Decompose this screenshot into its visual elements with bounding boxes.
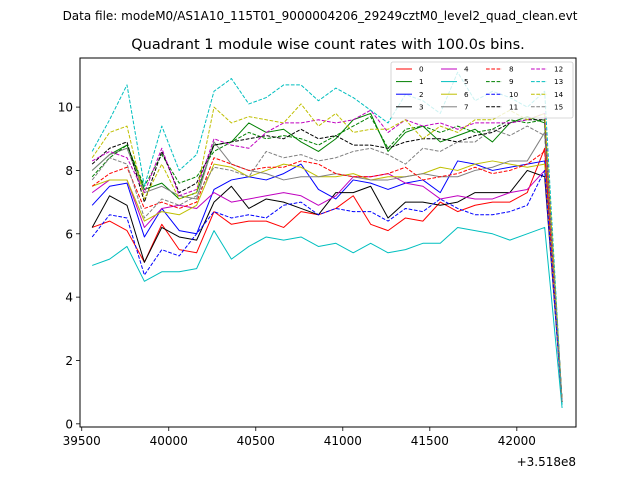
legend-entry-7: 7 [441, 102, 469, 111]
legend-entry-15: 15 [531, 102, 563, 111]
series-line-9 [91, 116, 563, 402]
series-line-6 [92, 160, 563, 402]
series-line-4 [91, 169, 563, 402]
legend-entry-8: 8 [486, 65, 514, 74]
legend-label-2: 2 [419, 90, 424, 99]
legend-box [390, 61, 574, 119]
legend-entry-12: 12 [531, 65, 563, 74]
y-tick-label: 10 [58, 101, 73, 115]
legend-label-1: 1 [419, 77, 424, 86]
legend-label-9: 9 [509, 77, 514, 86]
legend-entry-9: 9 [486, 77, 514, 86]
y-tick-label: 4 [65, 291, 73, 305]
legend-label-5: 5 [464, 77, 469, 86]
series-line-5 [92, 226, 563, 409]
legend-entry-1: 1 [396, 77, 424, 86]
legend-label-15: 15 [554, 102, 563, 111]
legend-entry-13: 13 [531, 77, 563, 86]
x-tick-label: 39500 [63, 434, 101, 448]
y-tick-label: 0 [65, 417, 73, 431]
legend-label-8: 8 [509, 65, 514, 74]
legend-label-10: 10 [509, 90, 519, 99]
series-line-3 [91, 169, 563, 402]
legend-entry-3: 3 [396, 102, 424, 111]
legend-label-12: 12 [554, 65, 563, 74]
legend-label-7: 7 [464, 102, 469, 111]
legend-label-13: 13 [554, 77, 563, 86]
series-line-14 [91, 103, 563, 402]
x-tick-label: 42000 [498, 434, 536, 448]
legend-entry-2: 2 [396, 90, 424, 99]
legend-entry-14: 14 [531, 90, 564, 99]
legend-label-11: 11 [509, 102, 518, 111]
legend-entry-0: 0 [396, 65, 424, 74]
axes-frame [79, 57, 577, 428]
y-tick-label: 6 [65, 227, 73, 241]
y-tick-label: 8 [65, 164, 73, 178]
x-tick-label: 41500 [411, 434, 449, 448]
legend-entry-6: 6 [441, 90, 469, 99]
legend-label-3: 3 [419, 102, 424, 111]
plot-area: 39500 40000 40500 41000 41500 420000246810012… [58, 57, 577, 448]
series-line-15 [91, 125, 563, 402]
series-line-2 [91, 160, 563, 402]
legend-label-14: 14 [554, 90, 564, 99]
legend-label-6: 6 [464, 90, 469, 99]
legend-label-0: 0 [419, 65, 424, 74]
x-offset-label: +3.518e8 [517, 455, 576, 469]
x-tick-label: 40500 [237, 434, 275, 448]
chart-title: Quadrant 1 module wise count rates with … [131, 37, 525, 53]
series-line-12 [91, 109, 563, 402]
legend-entry-5: 5 [441, 77, 469, 86]
series-line-8 [91, 150, 563, 402]
figure-suptitle: Data file: modeM0/AS1A10_115T01_90000042… [63, 9, 578, 23]
x-tick-label: 40000 [150, 434, 188, 448]
series-line-13 [91, 71, 563, 405]
legend-entry-10: 10 [486, 90, 519, 99]
series-lines [91, 71, 563, 409]
series-line-7 [91, 131, 563, 402]
legend-entry-4: 4 [441, 65, 469, 74]
y-tick-label: 2 [65, 354, 73, 368]
x-tick-label: 41000 [324, 434, 362, 448]
legend-entry-11: 11 [486, 102, 518, 111]
series-line-10 [91, 169, 563, 402]
legend-label-4: 4 [464, 65, 469, 74]
